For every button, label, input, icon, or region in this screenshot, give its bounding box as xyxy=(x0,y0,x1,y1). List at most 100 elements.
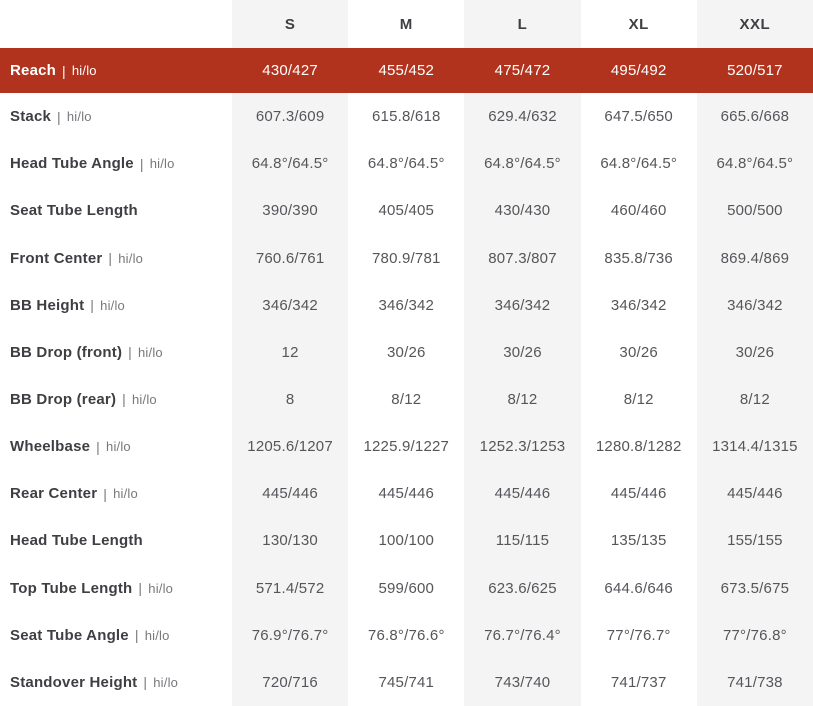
geometry-value-cell: 346/342 xyxy=(232,281,349,329)
geometry-value-cell: 8/12 xyxy=(391,390,422,408)
geometry-value-cell: 8/12 xyxy=(623,390,654,408)
geometry-value-cell: 475/472 xyxy=(464,48,581,93)
geometry-value-cell: 346/342 xyxy=(610,296,667,314)
row-label-text: BB Drop (front) xyxy=(10,343,123,361)
label-separator: | xyxy=(57,108,61,125)
row-label-suffix: hi/lo xyxy=(149,156,175,172)
row-label: Head Tube Length xyxy=(0,517,232,565)
geometry-value-cell: 741/737 xyxy=(610,673,667,691)
row-label: Seat Tube Angle | hi/lo xyxy=(0,611,232,659)
geometry-value-cell: 64.8°/64.5° xyxy=(464,140,581,188)
row-label-suffix: hi/lo xyxy=(137,344,163,360)
label-separator: | xyxy=(128,344,132,361)
geometry-value-cell: 445/446 xyxy=(464,470,581,518)
row-label-suffix: hi/lo xyxy=(148,580,174,596)
row-label: Seat Tube Length xyxy=(0,187,232,235)
geometry-value-cell: 445/446 xyxy=(378,485,435,503)
size-column-header: XXL xyxy=(696,0,813,48)
geometry-value-cell: 77°/76.7° xyxy=(606,626,671,644)
row-label: Top Tube Length | hi/lo xyxy=(0,564,232,612)
geometry-value-cell: 8/12 xyxy=(696,375,813,424)
geometry-value-cell: 445/446 xyxy=(610,485,667,503)
geometry-value-cell: 1205.6/1207 xyxy=(232,423,349,471)
row-label-suffix: hi/lo xyxy=(113,486,138,502)
row-label: BB Drop (front) | hi/lo xyxy=(0,328,232,376)
geometry-value-cell: 30/26 xyxy=(696,328,813,376)
label-separator: | xyxy=(90,297,95,314)
row-label-suffix: hi/lo xyxy=(132,391,157,407)
row-label-suffix: hi/lo xyxy=(100,297,125,313)
label-separator: | xyxy=(62,62,66,79)
geometry-value-cell: 1252.3/1253 xyxy=(464,423,581,471)
row-label-text: Seat Tube Angle xyxy=(10,626,129,644)
row-label: Rear Center | hi/lo xyxy=(0,470,232,518)
row-label: Wheelbase | hi/lo xyxy=(0,423,232,471)
geometry-value-cell: 445/446 xyxy=(232,470,349,518)
geometry-value-cell: 8/12 xyxy=(464,375,581,424)
label-separator: | xyxy=(122,391,126,408)
geometry-value-cell: 520/517 xyxy=(696,48,813,93)
row-label-text: Stack xyxy=(10,108,52,126)
row-label-text: Standover Height xyxy=(10,673,138,691)
geometry-value-cell: 745/741 xyxy=(378,673,435,691)
geometry-value-cell: 1280.8/1282 xyxy=(595,438,682,456)
geometry-value-cell: 8 xyxy=(232,375,349,424)
row-label-suffix: hi/lo xyxy=(144,627,170,643)
row-label: Stack | hi/lo xyxy=(0,93,232,141)
geometry-value-cell: 100/100 xyxy=(378,532,435,550)
row-label: Head Tube Angle | hi/lo xyxy=(0,140,232,188)
label-separator: | xyxy=(139,155,144,172)
size-column-header: L xyxy=(464,0,581,48)
row-label-text: BB Drop (rear) xyxy=(10,390,117,408)
row-label-text: Wheelbase xyxy=(10,438,91,456)
row-label: Front Center | hi/lo xyxy=(0,234,232,282)
geometry-value-cell: 445/446 xyxy=(696,470,813,518)
size-column-header: XL xyxy=(628,15,649,33)
geometry-value-cell: 30/26 xyxy=(619,343,658,361)
geometry-value-cell: 12 xyxy=(232,328,349,376)
label-separator: | xyxy=(96,438,101,455)
geometry-value-cell: 155/155 xyxy=(696,517,813,565)
geometry-value-cell: 665.6/668 xyxy=(696,93,813,141)
row-label: Standover Height | hi/lo xyxy=(0,658,232,706)
row-label: BB Drop (rear) | hi/lo xyxy=(0,375,232,424)
geometry-value-cell: 30/26 xyxy=(387,343,426,361)
row-label-text: Head Tube Angle xyxy=(10,155,134,173)
geometry-value-cell: 346/342 xyxy=(378,296,435,314)
geometry-value-cell: 1225.9/1227 xyxy=(363,438,450,456)
geometry-value-cell: 390/390 xyxy=(232,187,349,235)
table-corner-cell xyxy=(0,0,232,48)
label-separator: | xyxy=(138,580,143,597)
geometry-value-cell: 741/738 xyxy=(696,658,813,706)
geometry-value-cell: 495/492 xyxy=(580,48,697,93)
geometry-value-cell: 76.9°/76.7° xyxy=(232,611,349,659)
row-label-suffix: hi/lo xyxy=(71,63,97,78)
row-label-text: BB Height xyxy=(10,296,85,314)
row-label-text: Front Center xyxy=(10,249,103,267)
geometry-value-cell: 780.9/781 xyxy=(372,249,441,267)
geometry-value-cell: 673.5/675 xyxy=(696,564,813,612)
geometry-value-cell: 760.6/761 xyxy=(232,234,349,282)
geometry-value-cell: 64.8°/64.5° xyxy=(600,155,678,173)
label-separator: | xyxy=(103,485,108,502)
geometry-value-cell: 460/460 xyxy=(610,202,667,220)
geometry-value-cell: 64.8°/64.5° xyxy=(696,140,813,188)
geometry-value-cell: 647.5/650 xyxy=(604,108,673,126)
row-label-suffix: hi/lo xyxy=(106,439,131,455)
geometry-value-cell: 629.4/632 xyxy=(464,93,581,141)
geometry-value-cell: 76.8°/76.6° xyxy=(367,626,445,644)
geometry-value-cell: 64.8°/64.5° xyxy=(367,155,445,173)
row-label: Reach | hi/lo xyxy=(0,48,232,93)
geometry-value-cell: 607.3/609 xyxy=(232,93,349,141)
label-separator: | xyxy=(143,674,148,691)
geometry-value-cell: 615.8/618 xyxy=(372,108,441,126)
geometry-value-cell: 430/427 xyxy=(232,48,349,93)
size-column-header: M xyxy=(399,15,413,33)
geometry-value-cell: 571.4/572 xyxy=(232,564,349,612)
geometry-value-cell: 644.6/646 xyxy=(604,579,673,597)
geometry-value-cell: 623.6/625 xyxy=(464,564,581,612)
geometry-value-cell: 500/500 xyxy=(696,187,813,235)
geometry-value-cell: 807.3/807 xyxy=(464,234,581,282)
label-separator: | xyxy=(134,627,139,644)
